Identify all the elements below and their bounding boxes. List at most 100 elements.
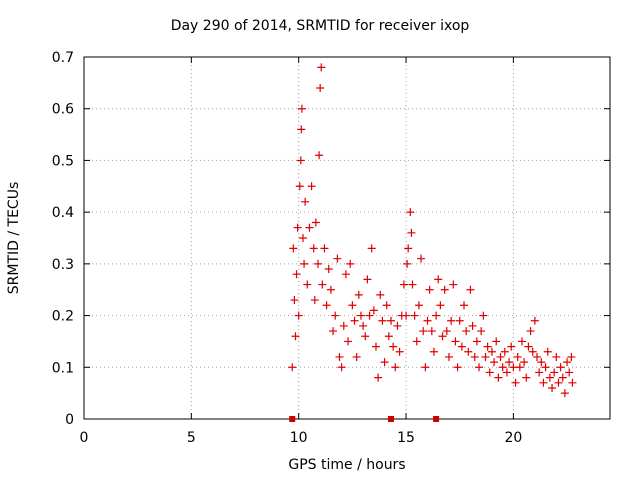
data-point xyxy=(290,296,299,305)
data-point xyxy=(520,358,529,367)
data-point xyxy=(550,368,559,377)
data-point xyxy=(297,125,306,134)
data-point xyxy=(447,316,456,325)
data-point xyxy=(434,275,443,284)
data-point xyxy=(378,316,387,325)
data-point xyxy=(288,363,297,372)
data-point xyxy=(407,228,416,237)
data-point xyxy=(348,301,357,310)
data-point xyxy=(492,337,501,346)
data-point xyxy=(507,342,516,351)
data-point xyxy=(337,363,346,372)
data-point xyxy=(341,270,350,279)
data-point xyxy=(314,259,323,268)
data-point xyxy=(317,63,326,72)
data-point xyxy=(292,270,301,279)
data-point xyxy=(384,332,393,341)
data-point xyxy=(515,363,524,372)
data-point xyxy=(440,285,449,294)
data-point xyxy=(513,352,522,361)
data-point xyxy=(359,321,368,330)
data-point xyxy=(408,280,417,289)
data-point xyxy=(496,352,505,361)
data-point xyxy=(387,316,396,325)
data-point xyxy=(432,311,441,320)
data-point xyxy=(303,280,312,289)
x-axis-markers xyxy=(289,416,440,422)
x-tick-label: 10 xyxy=(290,430,308,446)
data-point xyxy=(322,301,331,310)
data-point xyxy=(393,321,402,330)
data-point xyxy=(365,311,374,320)
data-point xyxy=(363,275,372,284)
data-point xyxy=(485,368,494,377)
data-point xyxy=(537,358,546,367)
data-point xyxy=(344,337,353,346)
data-point xyxy=(310,296,319,305)
data-point xyxy=(315,151,324,160)
data-point xyxy=(412,337,421,346)
data-point xyxy=(309,244,318,253)
y-tick-label: 0.6 xyxy=(52,102,74,118)
data-point xyxy=(477,327,486,336)
data-point xyxy=(464,347,473,356)
data-point xyxy=(331,311,340,320)
data-point xyxy=(451,337,460,346)
data-point xyxy=(563,358,572,367)
y-axis-label: SRMTID / TECUs xyxy=(6,181,22,295)
x-tick-label: 5 xyxy=(187,430,196,446)
data-point xyxy=(442,327,451,336)
data-point xyxy=(453,363,462,372)
data-point xyxy=(517,337,526,346)
data-point xyxy=(389,342,398,351)
data-point xyxy=(356,311,365,320)
data-point xyxy=(399,280,408,289)
data-point xyxy=(483,342,492,351)
x-tick-label: 20 xyxy=(504,430,522,446)
data-point xyxy=(541,363,550,372)
chart-title: Day 290 of 2014, SRMTID for receiver ixo… xyxy=(170,18,470,34)
data-point xyxy=(502,368,511,377)
data-point xyxy=(346,259,355,268)
data-point xyxy=(301,197,310,206)
y-tick-label: 0 xyxy=(65,412,74,428)
grid-lines xyxy=(84,57,610,419)
data-point xyxy=(533,352,542,361)
data-point xyxy=(395,347,404,356)
y-tick-label: 0.7 xyxy=(52,50,74,66)
data-point xyxy=(371,342,380,351)
data-point xyxy=(307,182,316,191)
data-point xyxy=(530,316,539,325)
data-point xyxy=(376,290,385,299)
data-point xyxy=(350,316,359,325)
data-point xyxy=(316,84,325,93)
data-point xyxy=(535,368,544,377)
data-point xyxy=(524,342,533,351)
data-point xyxy=(498,363,507,372)
data-point xyxy=(410,311,419,320)
data-point xyxy=(487,347,496,356)
x-axis-label: GPS time / hours xyxy=(288,457,406,473)
data-point xyxy=(311,218,320,227)
data-point xyxy=(552,352,561,361)
data-point xyxy=(339,321,348,330)
data-point xyxy=(565,368,574,377)
data-point xyxy=(466,285,475,294)
data-point xyxy=(545,373,554,382)
data-point xyxy=(406,208,415,217)
data-point xyxy=(500,347,509,356)
data-point xyxy=(391,363,400,372)
data-point xyxy=(444,352,453,361)
data-point xyxy=(481,352,490,361)
data-point xyxy=(554,378,563,387)
data-point xyxy=(369,306,378,315)
y-tick-label: 0.4 xyxy=(52,205,74,221)
data-point xyxy=(417,254,426,263)
data-point xyxy=(522,373,531,382)
data-point xyxy=(462,327,471,336)
data-point xyxy=(326,285,335,294)
data-point xyxy=(419,327,428,336)
data-point xyxy=(300,259,309,268)
data-point xyxy=(318,280,327,289)
